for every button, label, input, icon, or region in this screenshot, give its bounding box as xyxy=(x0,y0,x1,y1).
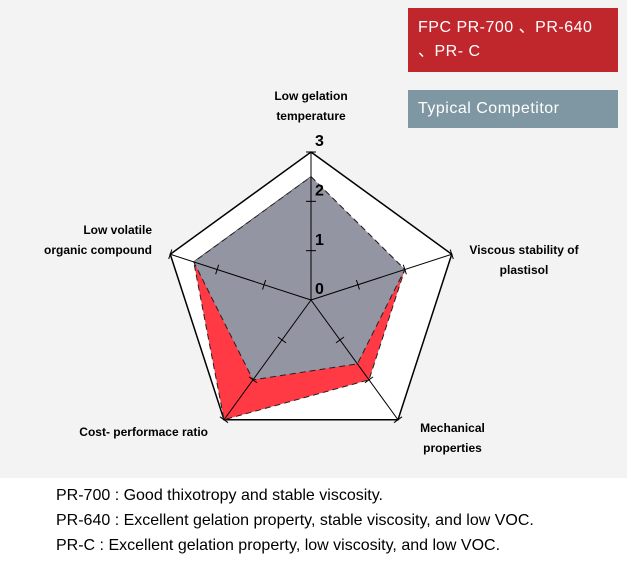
tick-mark xyxy=(168,249,173,260)
category-label: Mechanical properties xyxy=(420,421,485,455)
tick-mark xyxy=(277,336,287,344)
note: PR-640 : Excellent gelation property, st… xyxy=(56,512,534,529)
series-area xyxy=(193,176,406,381)
tick-label: 1 xyxy=(315,232,324,249)
tick-mark xyxy=(248,376,258,384)
tick-mark xyxy=(449,249,454,260)
spoke xyxy=(310,299,399,421)
legend-entry: Typical Competitor xyxy=(408,90,618,128)
category-label: Low gelation temperature xyxy=(274,89,348,123)
tick-mark xyxy=(393,416,403,424)
tick-label: 3 xyxy=(315,133,324,150)
tick-mark xyxy=(355,279,360,290)
spoke xyxy=(170,253,312,301)
note: PR-C : Excellent gelation property, low … xyxy=(56,537,501,554)
spoke xyxy=(310,253,452,301)
category-label: Low volatile organic compound xyxy=(44,223,152,257)
spoke xyxy=(223,299,312,421)
tick-mark xyxy=(219,416,229,424)
tick-mark xyxy=(262,279,267,290)
category-label: Cost- performace ratio xyxy=(79,425,208,439)
tick-mark xyxy=(215,264,220,275)
tick-label: 0 xyxy=(315,281,324,298)
category-label: Viscous stability of plastisol xyxy=(469,243,579,277)
legend-entry: FPC PR-700 、PR-640 、PR- C xyxy=(408,8,618,72)
tick-mark xyxy=(335,336,345,344)
tick-label: 2 xyxy=(315,183,324,200)
tick-mark xyxy=(402,264,407,275)
tick-mark xyxy=(364,376,374,384)
note: PR-700 : Good thixotropy and stable visc… xyxy=(56,487,383,504)
